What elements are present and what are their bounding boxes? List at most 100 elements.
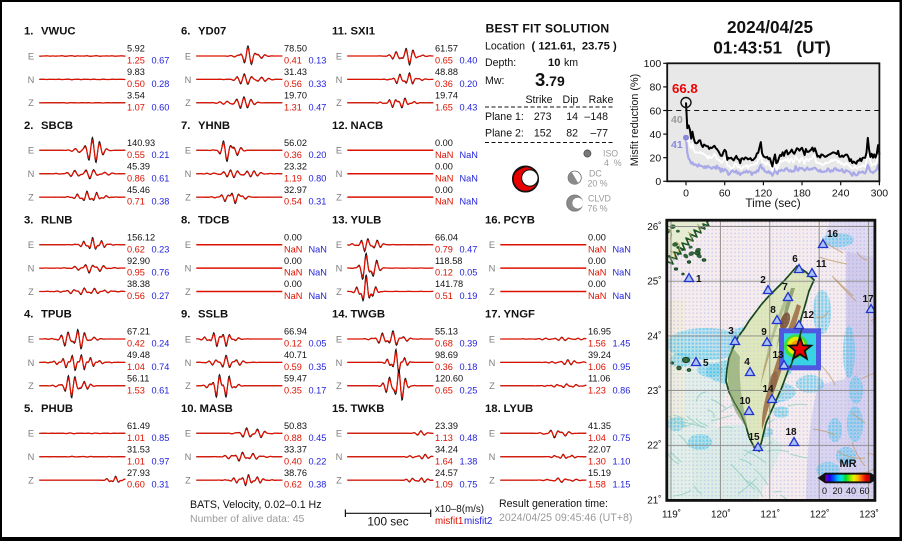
svg-text:140.93: 140.93 <box>127 138 155 148</box>
svg-text:1.23: 1.23 <box>588 385 606 395</box>
svg-text:14: 14 <box>762 384 774 395</box>
svg-text:N: N <box>489 358 496 368</box>
svg-text:1.13: 1.13 <box>435 433 453 443</box>
svg-text:0.86: 0.86 <box>613 385 631 395</box>
svg-text:41: 41 <box>671 139 683 151</box>
svg-text:RLNB: RLNB <box>41 214 72 226</box>
svg-text:56.11: 56.11 <box>127 374 149 384</box>
svg-text:13.: 13. <box>332 214 348 226</box>
svg-text:0.61: 0.61 <box>152 385 170 395</box>
svg-text:NaN: NaN <box>460 197 478 207</box>
svg-text:N: N <box>336 169 343 179</box>
svg-text:0.35: 0.35 <box>284 385 302 395</box>
svg-text:34.24: 34.24 <box>435 444 458 454</box>
svg-text:Mw:: Mw: <box>485 75 504 87</box>
svg-text:1.04: 1.04 <box>588 433 606 443</box>
svg-text:10.: 10. <box>181 403 197 415</box>
svg-text:1.30: 1.30 <box>588 456 606 466</box>
svg-text:240: 240 <box>832 187 850 199</box>
svg-text:0.28: 0.28 <box>152 79 170 89</box>
svg-text:0.31: 0.31 <box>309 197 327 207</box>
svg-text:Z: Z <box>28 287 34 297</box>
svg-text:49.48: 49.48 <box>127 350 150 360</box>
svg-text:Dip: Dip <box>563 94 579 106</box>
svg-text:273: 273 <box>534 111 552 123</box>
svg-text:N: N <box>336 358 343 368</box>
svg-text:NACB: NACB <box>351 120 384 132</box>
svg-text:40: 40 <box>846 486 856 496</box>
svg-text:Time (sec): Time (sec) <box>745 196 800 210</box>
svg-text:25˚: 25˚ <box>647 277 661 288</box>
svg-text:0.20: 0.20 <box>460 79 478 89</box>
svg-text:E: E <box>336 240 342 250</box>
svg-text:Z: Z <box>336 476 342 486</box>
svg-text:0.25: 0.25 <box>460 385 478 395</box>
svg-text:4 %: 4 % <box>604 158 622 168</box>
svg-text:SSLB: SSLB <box>198 309 228 321</box>
svg-text:100 sec: 100 sec <box>367 515 408 529</box>
svg-text:67.21: 67.21 <box>127 327 150 337</box>
svg-text:Z: Z <box>185 98 191 108</box>
svg-text:Z: Z <box>489 476 495 486</box>
svg-text:Z: Z <box>336 287 342 297</box>
svg-text:0.00: 0.00 <box>588 256 606 266</box>
svg-text:78.50: 78.50 <box>284 44 307 54</box>
svg-text:0.36: 0.36 <box>284 150 302 160</box>
svg-text:NaN: NaN <box>460 173 478 183</box>
svg-text:VWUC: VWUC <box>41 26 76 38</box>
svg-text:NaN: NaN <box>309 268 327 278</box>
svg-text:Z: Z <box>185 193 191 203</box>
svg-text:0.36: 0.36 <box>435 362 453 372</box>
svg-text:E: E <box>185 429 191 439</box>
svg-text:1.04: 1.04 <box>127 362 145 372</box>
svg-text:0.00: 0.00 <box>435 185 453 195</box>
svg-text:0.19: 0.19 <box>460 291 478 301</box>
svg-text:0.12: 0.12 <box>435 268 453 278</box>
svg-text:0.47: 0.47 <box>460 244 478 254</box>
svg-text:YNGF: YNGF <box>504 309 535 321</box>
svg-text:E: E <box>185 146 191 156</box>
svg-text:E: E <box>336 51 342 61</box>
svg-text:26˚: 26˚ <box>647 222 661 233</box>
svg-text:E: E <box>336 146 342 156</box>
svg-text:( 121.61, 23.75 ): ( 121.61, 23.75 ) <box>532 41 617 53</box>
svg-text:40: 40 <box>671 114 683 126</box>
svg-text:0.24: 0.24 <box>152 339 170 349</box>
svg-text:20 %: 20 % <box>588 179 608 189</box>
svg-text:0.85: 0.85 <box>152 433 170 443</box>
svg-text:0.00: 0.00 <box>284 279 302 289</box>
svg-text:10: 10 <box>548 57 560 69</box>
svg-text:E: E <box>489 334 495 344</box>
svg-text:0.54: 0.54 <box>284 197 302 207</box>
svg-text:2.: 2. <box>24 120 33 132</box>
svg-text:6: 6 <box>792 254 798 265</box>
svg-text:15.: 15. <box>332 403 348 415</box>
svg-text:0.56: 0.56 <box>127 291 145 301</box>
svg-text:18.: 18. <box>485 403 501 415</box>
svg-text:0.18: 0.18 <box>460 362 478 372</box>
svg-text:23˚: 23˚ <box>647 386 661 397</box>
svg-text:E: E <box>28 146 34 156</box>
svg-text:22˚: 22˚ <box>647 441 661 452</box>
svg-text:6.: 6. <box>181 26 190 38</box>
svg-text:5.92: 5.92 <box>127 44 145 54</box>
svg-text:0.36: 0.36 <box>435 79 453 89</box>
svg-text:1.31: 1.31 <box>284 102 302 112</box>
svg-text:0.00: 0.00 <box>284 256 302 266</box>
svg-text:1.58: 1.58 <box>588 480 606 490</box>
svg-text:E: E <box>28 51 34 61</box>
svg-text:15.19: 15.19 <box>588 468 611 478</box>
svg-text:0.65: 0.65 <box>435 56 453 66</box>
svg-text:0.20: 0.20 <box>309 150 327 160</box>
svg-text:0.00: 0.00 <box>284 232 302 242</box>
svg-text:40.71: 40.71 <box>284 350 307 360</box>
svg-text:E: E <box>336 334 342 344</box>
svg-text:24.57: 24.57 <box>435 468 458 478</box>
svg-text:CLVD: CLVD <box>588 194 611 204</box>
svg-text:0.38: 0.38 <box>152 197 170 207</box>
svg-text:E: E <box>185 240 191 250</box>
svg-text:0.42: 0.42 <box>127 339 145 349</box>
svg-text:16.: 16. <box>485 214 501 226</box>
svg-text:61.57: 61.57 <box>435 44 458 54</box>
svg-text:E: E <box>336 429 342 439</box>
